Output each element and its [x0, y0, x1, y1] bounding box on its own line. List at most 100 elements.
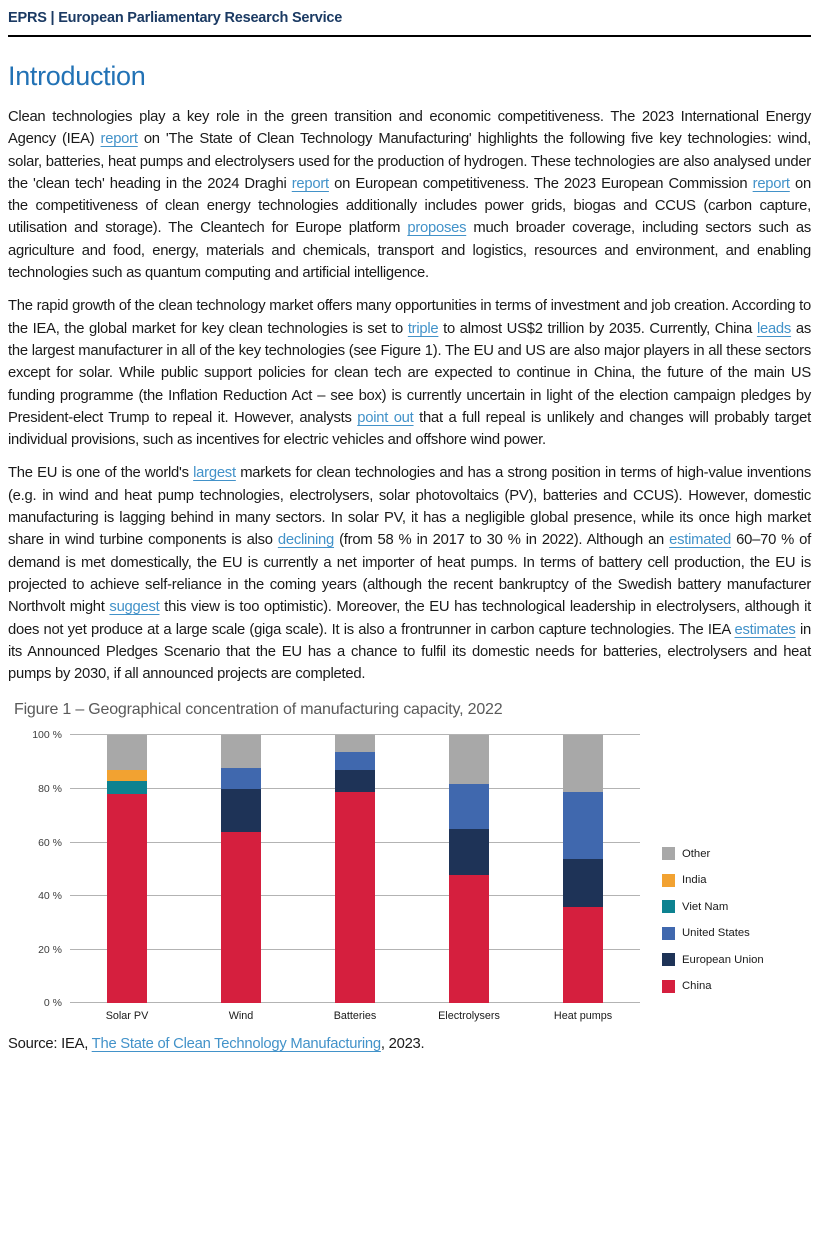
text-run: 60–70 % of demand is met domestically, t… — [8, 532, 811, 616]
bar-segment — [449, 783, 489, 830]
text-run: The EU is one of the world's — [8, 465, 194, 482]
inline-link[interactable]: suggest — [109, 599, 160, 616]
x-category-label: Electrolysers — [438, 1010, 500, 1023]
intro-paragraphs: Clean technologies play a key role in th… — [8, 106, 811, 685]
inline-link[interactable]: largest — [193, 465, 236, 482]
bar-segment — [449, 735, 489, 784]
document-header: EPRS | European Parliamentary Research S… — [8, 0, 811, 37]
legend-swatch-icon — [662, 953, 675, 967]
inline-link[interactable]: proposes — [407, 220, 467, 237]
legend-item: India — [662, 873, 764, 887]
bar-segment — [335, 751, 375, 771]
bar-segment — [335, 791, 375, 1004]
bar-segment — [221, 767, 261, 790]
inline-link[interactable]: declining — [277, 532, 335, 549]
bar-segment — [335, 770, 375, 792]
legend-label: European Union — [682, 953, 764, 966]
legend-swatch-icon — [662, 873, 675, 887]
legend-item: United States — [662, 926, 764, 940]
y-tick-label: 40 % — [38, 890, 62, 903]
text-run: to almost US$2 trillion by 2035. Current… — [438, 320, 757, 337]
text-run: Clean technologies play a key role in th… — [8, 109, 811, 148]
x-category-label: Solar PV — [105, 1010, 149, 1023]
figure-title: Figure 1 – Geographical concentration of… — [14, 701, 503, 719]
bar-slot — [526, 735, 640, 1004]
text-run: The rapid growth of the clean technology… — [8, 298, 811, 337]
text-run: much broader coverage, including sectors… — [8, 220, 811, 282]
source-link[interactable]: The State of Clean Technology Manufactur… — [91, 1036, 381, 1053]
bar-segment — [449, 829, 489, 875]
text-run: this view is too optimistic). Moreover, … — [8, 599, 812, 638]
text-run: markets for clean technologies and has a… — [8, 465, 811, 549]
stacked-bar-wind — [221, 735, 261, 1004]
text-run: in its Announced Pledges Scenario that t… — [8, 621, 811, 683]
bar-segment — [107, 794, 147, 1004]
paragraph: The rapid growth of the clean technology… — [8, 295, 811, 451]
gridline — [70, 734, 640, 736]
bar-slot — [70, 735, 184, 1004]
y-tick-label: 20 % — [38, 943, 62, 956]
y-tick-label: 0 % — [43, 997, 62, 1010]
legend-swatch-icon — [662, 926, 675, 940]
bar-segment — [107, 735, 147, 771]
x-category-label: Batteries — [333, 1010, 377, 1023]
bar-slot — [184, 735, 298, 1004]
y-tick-label: 100 % — [32, 729, 62, 742]
bar-segment — [563, 906, 603, 1004]
bars-container — [70, 735, 640, 1004]
inline-link[interactable]: report — [100, 131, 138, 148]
inline-link[interactable]: leads — [756, 320, 792, 337]
bar-segment — [221, 735, 261, 768]
header-text: EPRS | European Parliamentary Research S… — [8, 10, 343, 26]
bar-segment — [335, 735, 375, 752]
text-run: that a full repeal is unlikely and chang… — [8, 409, 811, 449]
bar-segment — [563, 735, 603, 792]
text-run: on 'The State of Clean Technology Manufa… — [8, 131, 812, 192]
chart-legend: Other India Viet Nam United States European … — [662, 847, 764, 993]
figure-block: Figure 1 – Geographical concentration of… — [8, 701, 811, 1052]
legend-swatch-icon — [662, 900, 675, 914]
legend-item: China — [662, 979, 764, 993]
figure-source: Source: IEA, The State of Clean Technolo… — [8, 1036, 811, 1052]
legend-label: Other — [682, 847, 711, 860]
inline-link[interactable]: triple — [407, 320, 439, 337]
inline-link[interactable]: point out — [357, 409, 414, 426]
legend-item: Viet Nam — [662, 900, 764, 914]
legend-label: China — [682, 980, 712, 993]
stacked-bar-chart: 0 % 20 % 40 % 60 % 80 % 100 % Solar PV Wind Bat… — [8, 729, 811, 1022]
stacked-bar-solar-pv — [107, 735, 147, 1004]
bar-segment — [107, 770, 147, 781]
chart-category-labels: Solar PV Wind Batteries Electrolysers Heat p… — [70, 1010, 640, 1022]
page-title: Introduction — [8, 61, 146, 91]
bar-slot — [298, 735, 412, 1004]
paragraph: The EU is one of the world's largest mar… — [8, 462, 811, 685]
bar-segment — [563, 791, 603, 859]
legend-label: India — [682, 874, 707, 887]
source-suffix: , 2023. — [380, 1036, 425, 1053]
inline-link[interactable]: estimates — [734, 621, 796, 638]
inline-link[interactable]: report — [291, 175, 329, 192]
stacked-bar-heat-pumps — [563, 735, 603, 1004]
y-tick-label: 80 % — [38, 783, 62, 796]
bar-segment — [221, 831, 261, 1004]
y-tick-label: 60 % — [38, 836, 62, 849]
legend-item: European Union — [662, 953, 764, 967]
stacked-bar-electrolysers — [449, 735, 489, 1004]
legend-label: Viet Nam — [682, 900, 729, 913]
text-run: on the competitiveness of clean energy t… — [8, 175, 811, 237]
stacked-bar-batteries — [335, 735, 375, 1004]
inline-link[interactable]: estimated — [669, 532, 732, 549]
text-run: on European competitiveness. The 2023 Eu… — [328, 175, 753, 192]
chart-plot-area: 0 % 20 % 40 % 60 % 80 % 100 % Solar PV Wind Bat… — [8, 729, 648, 1022]
text-run: (from 58 % in 2017 to 30 % in 2022). Alt… — [334, 532, 670, 549]
bar-segment — [107, 781, 147, 795]
paragraph: Clean technologies play a key role in th… — [8, 106, 811, 284]
x-category-label: Wind — [228, 1010, 254, 1023]
bar-segment — [563, 858, 603, 907]
bar-slot — [412, 735, 526, 1004]
inline-link[interactable]: report — [752, 175, 790, 192]
bar-segment — [449, 874, 489, 1004]
x-category-label: Heat pumps — [553, 1010, 613, 1023]
legend-item: Other — [662, 847, 764, 861]
